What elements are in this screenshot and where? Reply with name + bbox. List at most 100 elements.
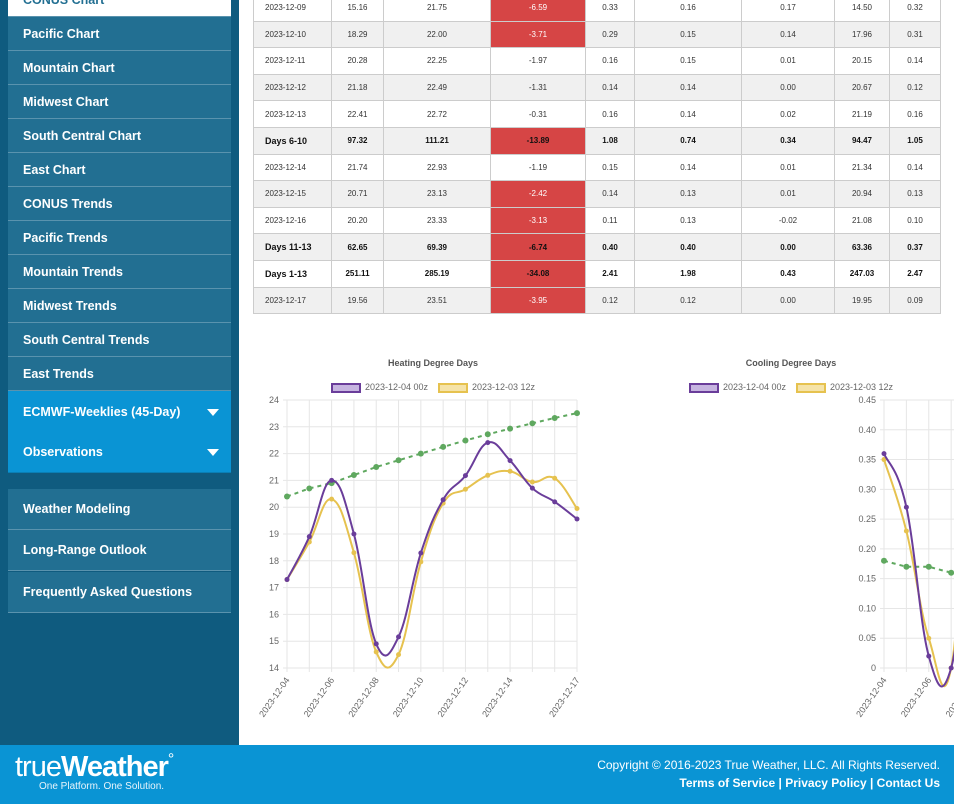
- data-point[interactable]: [350, 472, 357, 479]
- table-row: 2023-12-14 21.74 22.93 -1.19 0.15 0.14 0.01 21.…: [253, 153, 941, 182]
- y-tick-label: 14: [269, 663, 279, 673]
- data-point[interactable]: [903, 563, 910, 570]
- x-tick-label: 2023-12-14: [480, 675, 515, 718]
- data-point[interactable]: [948, 569, 954, 576]
- table-cell: 251.11: [331, 259, 384, 288]
- sidebar-section-1[interactable]: Observations: [8, 432, 231, 473]
- data-point[interactable]: [306, 485, 313, 492]
- legend-item[interactable]: 2023-12-04 00z: [330, 382, 428, 393]
- sidebar-link-2[interactable]: Frequently Asked Questions: [8, 571, 231, 613]
- data-point[interactable]: [440, 443, 447, 450]
- data-point[interactable]: [574, 516, 580, 522]
- data-point[interactable]: [396, 634, 402, 640]
- data-point[interactable]: [881, 557, 887, 564]
- data-point[interactable]: [948, 665, 954, 671]
- table-cell: 0.29: [585, 20, 635, 49]
- data-point[interactable]: [507, 468, 513, 474]
- data-point[interactable]: [306, 534, 312, 540]
- data-point[interactable]: [485, 440, 491, 446]
- sidebar-item-conus-chart[interactable]: CONUS Chart: [8, 0, 231, 17]
- data-point[interactable]: [462, 437, 469, 444]
- data-point[interactable]: [507, 458, 513, 464]
- y-tick-label: 0: [871, 663, 876, 673]
- sidebar-item-midwest-trends[interactable]: Midwest Trends: [8, 289, 231, 323]
- data-point[interactable]: [926, 653, 932, 659]
- data-point[interactable]: [881, 451, 887, 457]
- data-point[interactable]: [903, 504, 909, 510]
- chevron-down-icon[interactable]: [207, 408, 219, 416]
- chevron-down-icon[interactable]: [207, 449, 219, 456]
- table-cell: 21.18: [331, 73, 384, 102]
- data-point[interactable]: [485, 472, 491, 478]
- table-cell: 0.32: [889, 0, 941, 22]
- table-cell: 22.49: [383, 73, 491, 102]
- data-point[interactable]: [373, 641, 379, 647]
- sidebar-item-conus-trends[interactable]: CONUS Trends: [8, 187, 231, 221]
- sidebar-link-1[interactable]: Long-Range Outlook: [8, 530, 231, 572]
- data-point[interactable]: [881, 457, 887, 463]
- contact-link[interactable]: Contact Us: [876, 776, 940, 790]
- legend-item[interactable]: 2023-12-03 12z: [796, 382, 893, 393]
- table-cell: 0.01: [741, 153, 835, 182]
- data-point[interactable]: [552, 475, 558, 481]
- data-point[interactable]: [925, 563, 932, 570]
- table-cell: 19.56: [331, 286, 384, 315]
- data-point[interactable]: [529, 479, 535, 485]
- sidebar-item-pacific-chart[interactable]: Pacific Chart: [8, 17, 231, 51]
- table-cell: 94.47: [834, 126, 890, 155]
- sidebar-item-pacific-trends[interactable]: Pacific Trends: [8, 221, 231, 255]
- data-point[interactable]: [373, 464, 380, 470]
- table-cell: 2023-12-10: [253, 20, 332, 49]
- table-cell: 20.71: [331, 180, 384, 208]
- table-cell: 2023-12-16: [253, 206, 332, 235]
- sidebar-item-mountain-chart[interactable]: Mountain Chart: [8, 51, 231, 85]
- sidebar-item-east-chart[interactable]: East Chart: [8, 153, 231, 187]
- data-point[interactable]: [417, 450, 424, 457]
- data-point[interactable]: [529, 420, 536, 427]
- data-point[interactable]: [529, 485, 535, 491]
- data-point[interactable]: [462, 473, 468, 479]
- sidebar-item-mountain-trends[interactable]: Mountain Trends: [8, 255, 231, 289]
- data-point[interactable]: [462, 486, 468, 492]
- data-point[interactable]: [552, 499, 558, 505]
- table-cell: 0.14: [634, 73, 742, 102]
- data-point[interactable]: [373, 649, 379, 655]
- data-point[interactable]: [284, 577, 290, 583]
- data-point[interactable]: [507, 425, 514, 432]
- data-point[interactable]: [484, 431, 491, 438]
- data-point[interactable]: [395, 457, 402, 464]
- legend-item[interactable]: 2023-12-04 00z: [688, 382, 786, 393]
- table-cell: 14.50: [834, 0, 890, 22]
- sidebar-item-south-central-chart[interactable]: South Central Chart: [8, 119, 231, 153]
- table-row: 2023-12-09 15.16 21.75 -6.59 0.33 0.16 0.17 14.…: [253, 0, 941, 22]
- data-point[interactable]: [418, 550, 424, 556]
- data-point[interactable]: [284, 493, 290, 500]
- data-point[interactable]: [551, 414, 558, 421]
- data-point[interactable]: [574, 506, 580, 512]
- data-point[interactable]: [440, 497, 446, 503]
- data-point[interactable]: [329, 496, 335, 502]
- table-cell: 21.08: [834, 206, 890, 235]
- data-point[interactable]: [903, 528, 909, 534]
- data-point[interactable]: [329, 477, 335, 483]
- data-point[interactable]: [351, 550, 357, 556]
- sidebar-section-0[interactable]: ECMWF-Weeklies (45-Day): [8, 391, 231, 433]
- data-point[interactable]: [926, 635, 932, 641]
- terms-link[interactable]: Terms of Service: [679, 776, 776, 790]
- sidebar-link-0[interactable]: Weather Modeling: [8, 489, 231, 530]
- sidebar-item-south-central-trends[interactable]: South Central Trends: [8, 323, 231, 357]
- data-point[interactable]: [351, 531, 357, 537]
- sidebar-item-midwest-chart[interactable]: Midwest Chart: [8, 85, 231, 119]
- sidebar-item-east-trends[interactable]: East Trends: [8, 357, 231, 391]
- x-tick-label: 2023-12-12: [435, 675, 470, 718]
- y-tick-label: 0.15: [858, 574, 876, 584]
- table-cell: 2023-12-14: [253, 153, 332, 182]
- y-tick-label: 0.30: [858, 484, 876, 494]
- trueweather-logo[interactable]: trueWeather°: [15, 751, 174, 783]
- data-point[interactable]: [396, 652, 402, 658]
- legend-item[interactable]: 2023-12-03 12z: [438, 382, 535, 393]
- table-row: 2023-12-16 20.20 23.33 -3.13 0.11 0.13 -0.02 21…: [253, 206, 941, 235]
- privacy-link[interactable]: Privacy Policy: [785, 776, 867, 790]
- data-point[interactable]: [574, 410, 580, 417]
- table-cell: 2023-12-17: [253, 286, 332, 315]
